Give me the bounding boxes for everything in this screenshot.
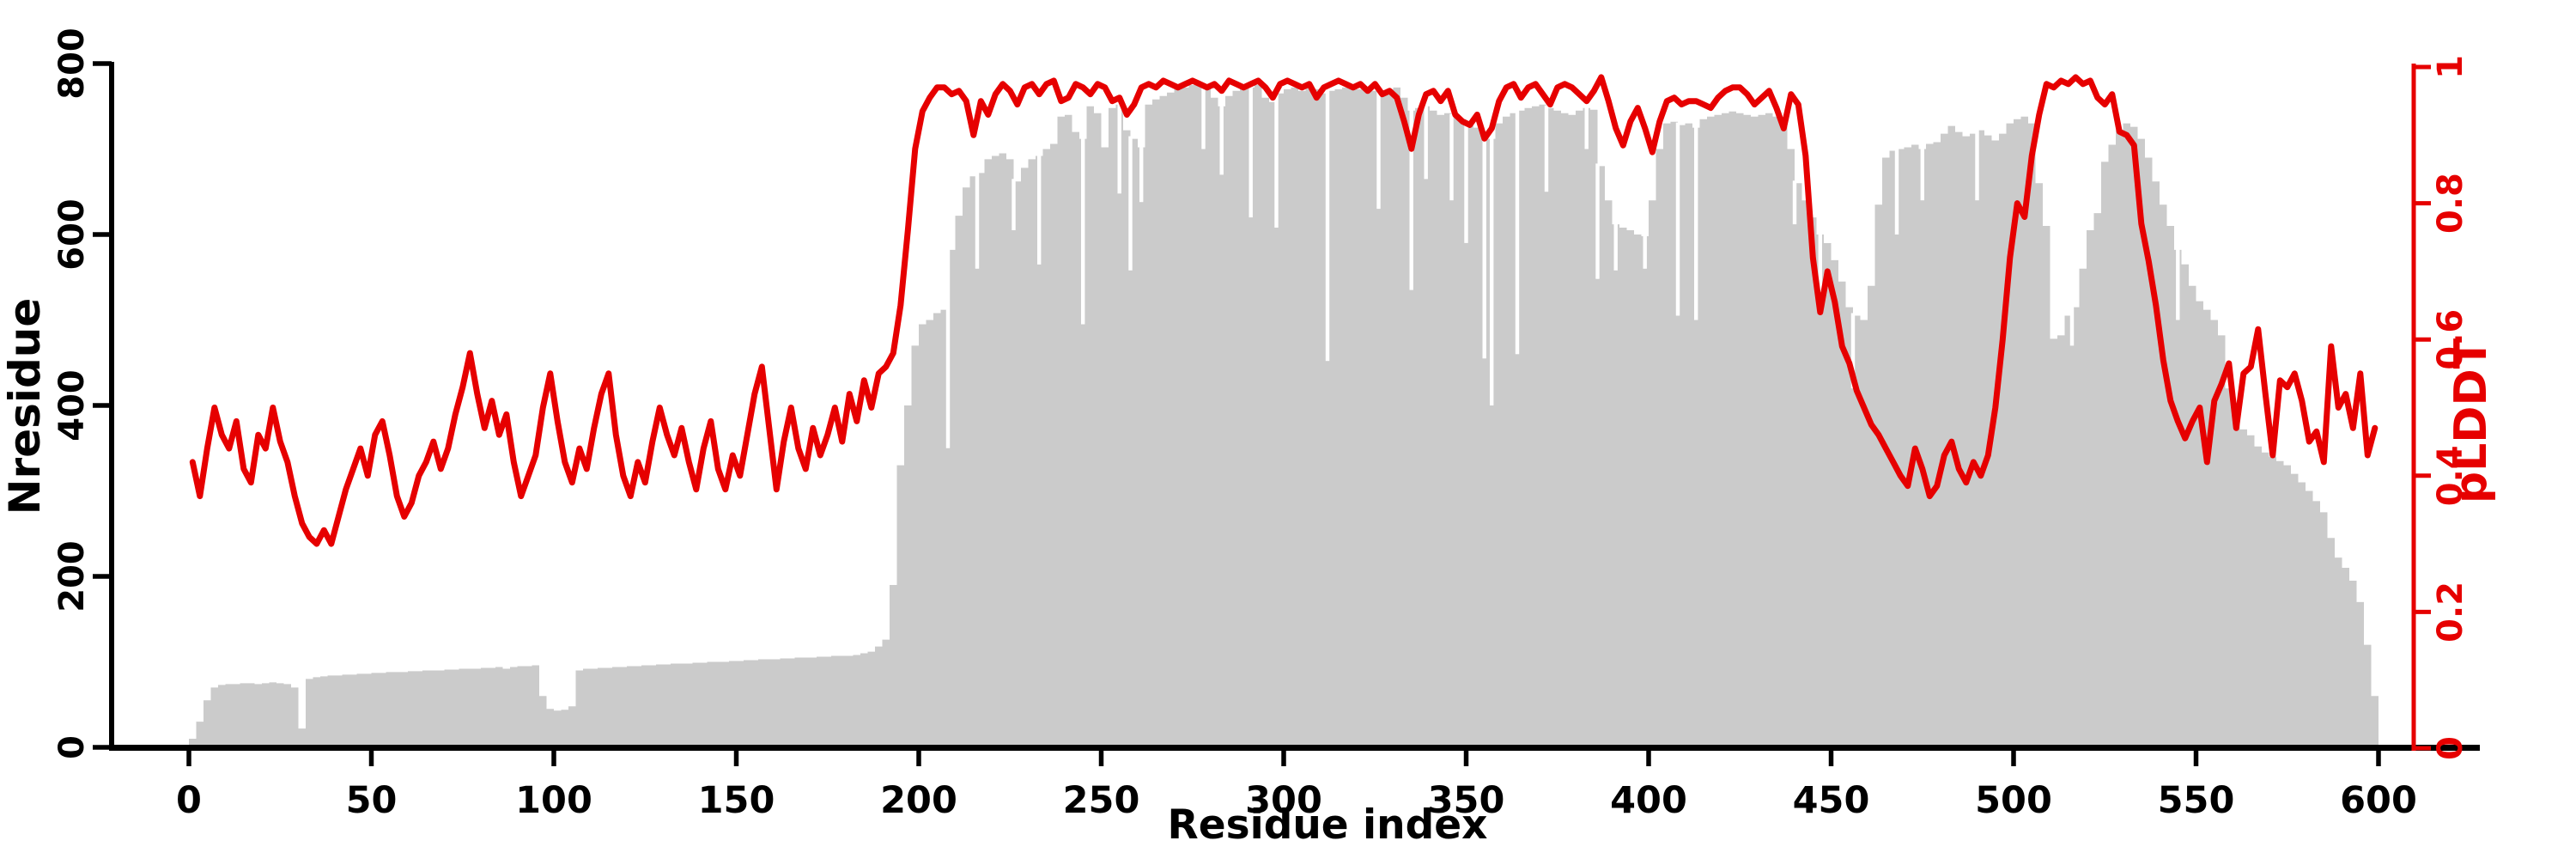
left-axis-tick-label: 800 [52, 27, 92, 100]
bar-gap [1675, 122, 1680, 316]
x-axis-tick-label: 150 [698, 779, 775, 822]
nresidue-bars-layer [189, 82, 2379, 747]
x-axis-tick-label: 300 [1245, 779, 1322, 822]
bar-gap [1012, 179, 1016, 230]
bar-gap [1464, 120, 1468, 243]
nresidue-area [189, 82, 2379, 747]
bar-gap [2069, 304, 2075, 346]
right-axis-tick-label: 1 [2431, 55, 2470, 79]
bar-gap [1139, 144, 1144, 203]
x-axis-title: Residue index [1168, 801, 1488, 849]
bar-gap [1920, 146, 1924, 201]
bar-gap [2176, 247, 2180, 320]
x-axis-tick-label: 400 [1610, 779, 1687, 822]
right-axis-tick-label: 0.6 [2431, 309, 2470, 370]
x-axis-tick-label: 50 [346, 779, 398, 822]
y-axis-title-right: pLDDT [2445, 338, 2497, 503]
left-axis-tick-label: 600 [52, 198, 92, 271]
x-axis-tick-label: 500 [1975, 779, 2052, 822]
left-axis-tick-label: 400 [52, 369, 92, 442]
bar-gap [1643, 234, 1647, 269]
bar-gap [1376, 90, 1381, 210]
bar-gap [1201, 84, 1206, 149]
x-axis-tick-label: 350 [1428, 779, 1505, 822]
right-axis-tick-label: 0 [2431, 736, 2470, 760]
bar-gap [1595, 163, 1600, 279]
left-axis-tick-label: 200 [52, 540, 92, 612]
y-axis-title-left: Nresidue [0, 298, 50, 515]
plddt-line-layer [189, 74, 2379, 547]
left-axis-tick-label: 0 [52, 735, 92, 759]
axes-layer: 0 200 400 600 800 0 50 100 150 200 250 300 350 400 450… [52, 27, 2480, 822]
bar-gap [1037, 153, 1042, 265]
right-axis-tick-label: 0.8 [2431, 173, 2470, 234]
bar-gap [1975, 127, 1979, 201]
bar-gap [1818, 232, 1822, 303]
bar-gap [1409, 107, 1413, 290]
x-axis-tick-label: 450 [1793, 779, 1870, 822]
bar-gap [1482, 131, 1486, 359]
bar-gaps-layer [945, 84, 2180, 448]
x-axis-tick-label: 0 [176, 779, 202, 822]
bar-gap [975, 170, 980, 269]
bar-gap [1613, 222, 1618, 271]
bar-gap [1219, 103, 1224, 175]
bar-gap [1081, 136, 1085, 325]
right-axis-tick-label: 0.4 [2431, 445, 2470, 506]
bar-gap [1792, 180, 1797, 225]
bar-gap [1850, 313, 1856, 389]
bar-gap [1544, 105, 1549, 192]
bar-gap [1694, 125, 1698, 320]
x-axis-tick-label: 250 [1063, 779, 1140, 822]
x-axis-tick-label: 550 [2158, 779, 2235, 822]
bar-gap [1249, 84, 1253, 218]
bar-gap [1515, 107, 1520, 355]
bar-gap [945, 247, 951, 448]
bar-gap [1584, 105, 1589, 149]
x-axis-tick-label: 600 [2340, 779, 2417, 822]
bar-gap [1424, 103, 1428, 180]
bar-gap [1128, 136, 1133, 271]
x-axis-tick-label: 200 [880, 779, 957, 822]
right-axis-tick-label: 0.2 [2431, 582, 2470, 643]
plddt-curve [189, 74, 2379, 547]
bar-gap [1490, 136, 1494, 405]
x-axis-tick-label: 100 [515, 779, 592, 822]
bar-gap [1325, 88, 1330, 362]
bar-gap [1894, 146, 1899, 235]
bar-gap [1117, 101, 1121, 194]
bar-gap [1449, 113, 1454, 201]
bar-gap [1274, 90, 1279, 228]
